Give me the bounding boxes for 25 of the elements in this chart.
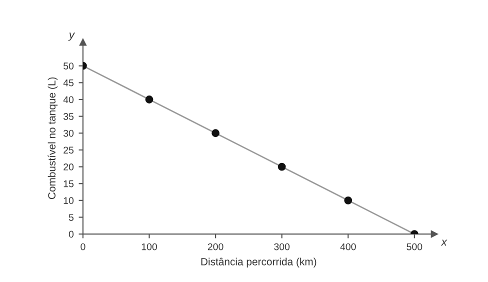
text: y	[68, 32, 76, 41]
text: x	[440, 240, 448, 246]
y-tick-label: 0	[68, 230, 74, 238]
x-tick-label: 300	[274, 243, 290, 250]
y-tick-label: 20	[64, 164, 74, 170]
y-tick-label: 25	[64, 146, 74, 154]
y-tick-label: 30	[63, 130, 74, 137]
y-axis-title: Combustível no tanque (L)	[48, 77, 58, 200]
point	[145, 96, 154, 104]
point	[212, 129, 220, 138]
y-tick-label: 50	[64, 62, 74, 70]
x-tick-label: 200	[208, 243, 224, 250]
y-tick-label: 10	[64, 197, 74, 204]
x-tick-label: 400	[340, 243, 356, 250]
y-tick-label: 45	[63, 80, 74, 86]
x-tick-label: 500	[406, 243, 422, 250]
y-tick-label: 35	[63, 113, 74, 120]
x-axis-title: Distância percorrida (km)	[201, 258, 316, 268]
point	[278, 162, 286, 171]
y-tick-label: 5	[68, 214, 74, 221]
y-tick-label: 40	[63, 96, 74, 104]
x-tick-label: 100	[142, 243, 157, 250]
x-tick-label: 0	[80, 243, 86, 250]
y-tick-label: 15	[64, 180, 74, 188]
point	[344, 196, 352, 204]
